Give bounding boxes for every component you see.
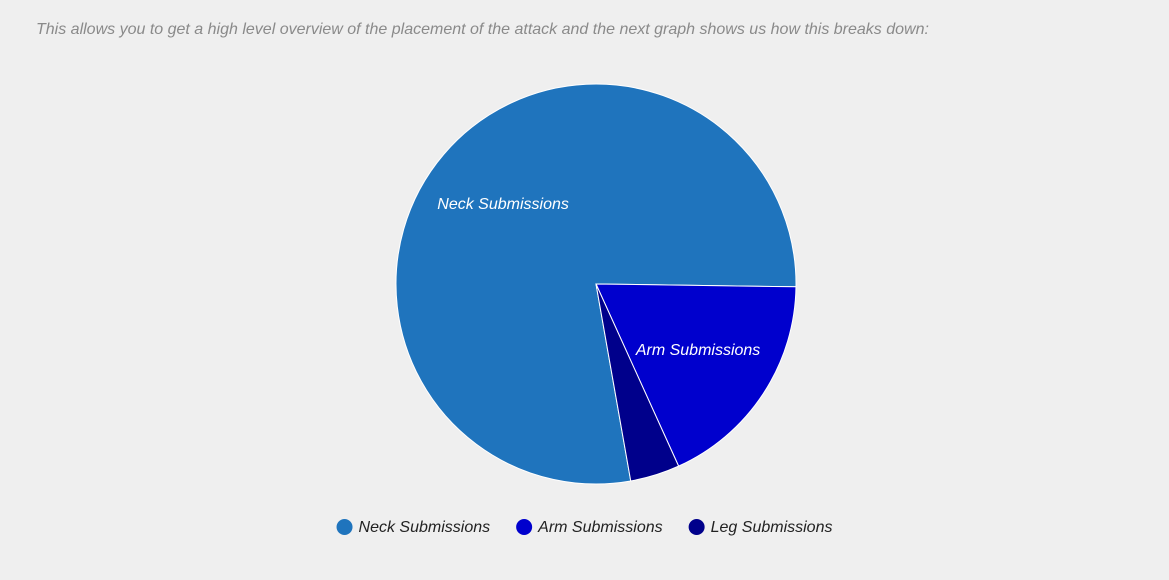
legend-item: Leg Submissions (688, 519, 833, 536)
legend-swatch (336, 519, 353, 535)
legend-item: Arm Submissions (516, 519, 663, 536)
legend-label: Leg Submissions (711, 519, 833, 536)
legend-label: Neck Submissions (359, 519, 491, 536)
intro-text: This allows you to get a high level over… (36, 21, 929, 38)
slice-label: Neck Submissions (437, 196, 569, 213)
slice-label: Arm Submissions (635, 342, 760, 359)
legend-item: Neck Submissions (336, 519, 491, 536)
legend-label: Arm Submissions (537, 519, 662, 536)
legend-swatch (516, 519, 533, 535)
pie-slice (595, 283, 680, 482)
pie-slice (595, 283, 797, 467)
legend-swatch (688, 519, 705, 535)
